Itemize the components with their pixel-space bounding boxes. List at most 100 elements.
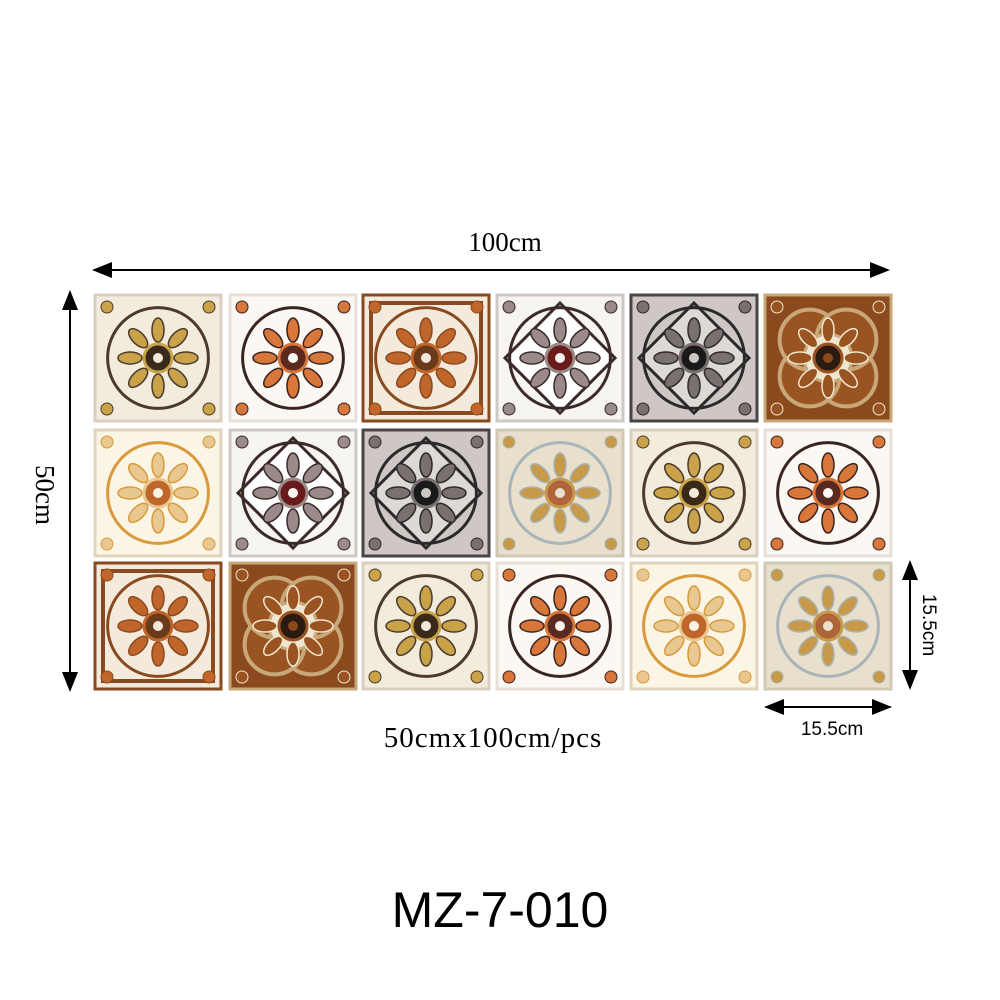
tile-ornament <box>663 462 685 484</box>
tile <box>361 428 491 558</box>
tile-ornament <box>435 595 457 617</box>
tile-ornament <box>508 574 612 678</box>
tile <box>763 561 893 691</box>
tile-ornament <box>302 367 324 389</box>
tile-ornament <box>738 670 752 684</box>
tile-ornament <box>100 568 114 582</box>
tile-ornament <box>687 508 701 534</box>
tile-ornament <box>374 306 478 410</box>
tile <box>629 293 759 423</box>
tile-ornament <box>368 670 382 684</box>
tile-ornament <box>151 317 165 343</box>
tile-ornament <box>241 306 345 410</box>
tile-ornament <box>687 585 701 611</box>
tile-ornament <box>636 670 650 684</box>
tile <box>361 561 491 691</box>
tile-ornament <box>470 568 484 582</box>
tile-ornament <box>653 619 679 633</box>
tile-ornament <box>202 300 216 314</box>
tile <box>228 428 358 558</box>
tile-ornament <box>569 595 591 617</box>
tile-ornament <box>553 317 567 343</box>
tile-ornament <box>286 317 300 343</box>
tile-height-label: 15.5cm <box>918 594 939 656</box>
tile-ornament <box>636 300 650 314</box>
tile-ornament <box>555 621 565 631</box>
tile-ornament <box>167 635 189 657</box>
tile-ornament <box>797 635 819 657</box>
tile-ornament <box>575 486 601 500</box>
tile-ornament <box>821 373 835 399</box>
tile-ornament <box>823 353 833 363</box>
tile-ornament <box>738 300 752 314</box>
tile-ornament <box>519 351 545 365</box>
tile-ornament <box>419 585 433 611</box>
tile-ornament <box>441 619 467 633</box>
tile-ornament <box>100 435 114 449</box>
tile-ornament <box>337 568 351 582</box>
tile-ornament <box>797 462 819 484</box>
tile-ornament <box>604 402 618 416</box>
tile <box>495 561 625 691</box>
tile-ornament <box>823 621 833 631</box>
tile-ornament <box>235 670 249 684</box>
tile <box>228 561 358 691</box>
tile <box>93 561 223 691</box>
tile-ornament <box>167 502 189 524</box>
tile-ornament <box>470 300 484 314</box>
tile-ornament <box>872 568 886 582</box>
tile-ornament <box>262 502 284 524</box>
tile-ornament <box>127 367 149 389</box>
tile-ornament <box>100 537 114 551</box>
tile-ornament <box>286 373 300 399</box>
tile-ornament <box>441 351 467 365</box>
tile-ornament <box>843 351 869 365</box>
tile-ornament <box>100 300 114 314</box>
tile-ornament <box>286 585 300 611</box>
tile-ornament <box>843 619 869 633</box>
tile-ornament <box>642 574 746 678</box>
tile-ornament <box>173 351 199 365</box>
tile-ornament <box>823 488 833 498</box>
tile-ornament <box>653 351 679 365</box>
tile-ornament <box>127 462 149 484</box>
tile-ornament <box>470 537 484 551</box>
tile-ornament <box>202 537 216 551</box>
tile-ornament <box>101 569 215 683</box>
tile-ornament <box>100 402 114 416</box>
tile-ornament <box>288 488 298 498</box>
tile-ornament <box>167 595 189 617</box>
tile-ornament <box>337 670 351 684</box>
tile-ornament <box>202 435 216 449</box>
tile-ornament <box>529 327 551 349</box>
tile-ornament <box>106 441 210 545</box>
tile-ornament <box>368 300 382 314</box>
tile-ornament <box>151 585 165 611</box>
tile-ornament <box>151 508 165 534</box>
tile-ornament <box>569 367 591 389</box>
tile-ornament <box>770 402 784 416</box>
tile-ornament <box>529 502 551 524</box>
product-code: MZ-7-010 <box>392 882 609 938</box>
tile-ornament <box>837 367 859 389</box>
tile-ornament <box>167 462 189 484</box>
tile-ornament <box>374 574 478 678</box>
tile-ornament <box>738 568 752 582</box>
tile-ornament <box>843 486 869 500</box>
tile-ornament <box>569 327 591 349</box>
tile-ornament <box>709 486 735 500</box>
tile-ornament <box>553 585 567 611</box>
tile-ornament <box>286 452 300 478</box>
tile-ornament <box>252 619 278 633</box>
tile-ornament <box>872 300 886 314</box>
tile <box>495 428 625 558</box>
tile-ornament <box>421 621 431 631</box>
tile-ornament <box>252 351 278 365</box>
tile-ornament <box>308 486 334 500</box>
tile-ornament <box>173 486 199 500</box>
tile-ornament <box>738 537 752 551</box>
tile-ornament <box>663 595 685 617</box>
tile-ornament <box>663 367 685 389</box>
tile-ornament <box>770 435 784 449</box>
tile <box>629 561 759 691</box>
